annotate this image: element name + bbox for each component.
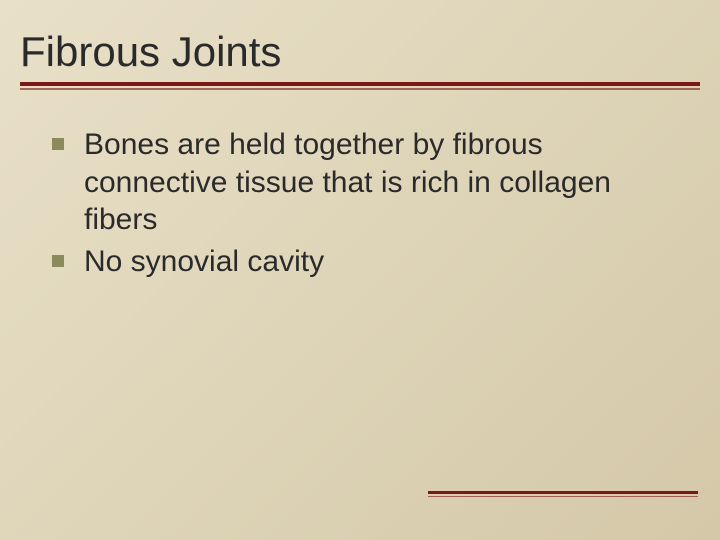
bullet-item: No synovial cavity	[52, 243, 660, 281]
content-area: Bones are held together by fibrous conne…	[20, 126, 700, 280]
bullet-text: No synovial cavity	[84, 243, 324, 281]
bullet-icon	[52, 138, 64, 150]
slide-container: Fibrous Joints Bones are held together b…	[0, 0, 720, 540]
bullet-item: Bones are held together by fibrous conne…	[52, 126, 660, 239]
bullet-text: Bones are held together by fibrous conne…	[84, 126, 660, 239]
slide-title: Fibrous Joints	[20, 28, 700, 76]
bullet-icon	[52, 255, 64, 267]
title-underline	[20, 82, 700, 86]
footer-accent-line	[428, 491, 698, 494]
